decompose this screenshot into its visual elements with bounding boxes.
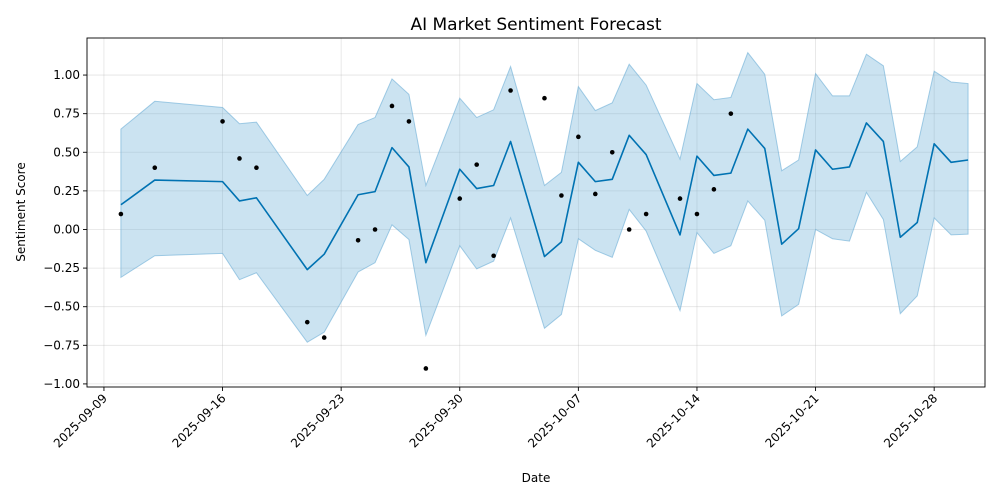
data-point [694,211,700,217]
data-point [355,238,361,243]
data-point [728,111,734,116]
data-point [542,95,547,101]
x-axis: 2025-09-09 2025-09-16 2025-09-23 2025-09-30… [51,387,940,450]
data-point [593,191,598,197]
data-point [491,253,496,259]
data-point [626,227,632,232]
x-tick-label: 2025-09-23 [288,391,347,450]
data-point [304,319,310,325]
y-axis: 1.00 0.75 0.50 0.25 0.00 −0.25 −0.50 −0.75 −1.00 [43,68,87,391]
y-tick-label: −0.25 [43,261,80,275]
y-tick-label: 0.00 [53,222,80,236]
data-point [118,211,124,217]
x-tick-label: 2025-09-16 [169,391,228,450]
y-tick-label: −1.00 [43,377,80,391]
y-tick-label: 0.50 [53,145,80,159]
confidence-band [120,51,969,343]
x-tick-label: 2025-10-07 [525,391,584,450]
data-point [576,134,581,140]
data-point [152,165,158,171]
data-point [643,211,649,217]
x-tick-label: 2025-10-14 [644,391,703,450]
y-tick-label: −0.75 [43,338,80,352]
data-point [254,165,259,171]
x-tick-label: 2025-10-28 [881,391,940,450]
forecast-line [120,122,969,271]
data-point [372,227,378,232]
data-point [711,187,717,192]
data-point [508,88,513,93]
y-tick-label: 0.25 [53,184,80,198]
data-point [321,335,327,340]
observed-points [118,88,734,371]
data-point [423,366,429,371]
data-point [389,103,395,109]
x-tick-label: 2025-09-09 [51,391,110,450]
data-point [457,196,463,201]
data-point [406,119,412,124]
y-tick-label: −0.50 [43,300,80,314]
data-point [609,149,615,155]
y-tick-label: 1.00 [53,68,80,82]
band-area [120,51,969,343]
forecast-line-path [120,122,969,271]
data-point [559,193,564,198]
x-axis-label: Date [522,471,551,485]
chart-title: AI Market Sentiment Forecast [410,15,661,35]
y-axis-label: Sentiment Score [14,162,28,261]
y-tick-label: 0.75 [53,107,80,121]
data-point [237,156,242,161]
data-point [220,119,225,124]
x-tick-label: 2025-09-30 [407,391,466,450]
x-tick-label: 2025-10-21 [762,391,821,450]
data-point [677,196,683,201]
plot-frame [86,37,986,388]
data-point [474,162,480,167]
